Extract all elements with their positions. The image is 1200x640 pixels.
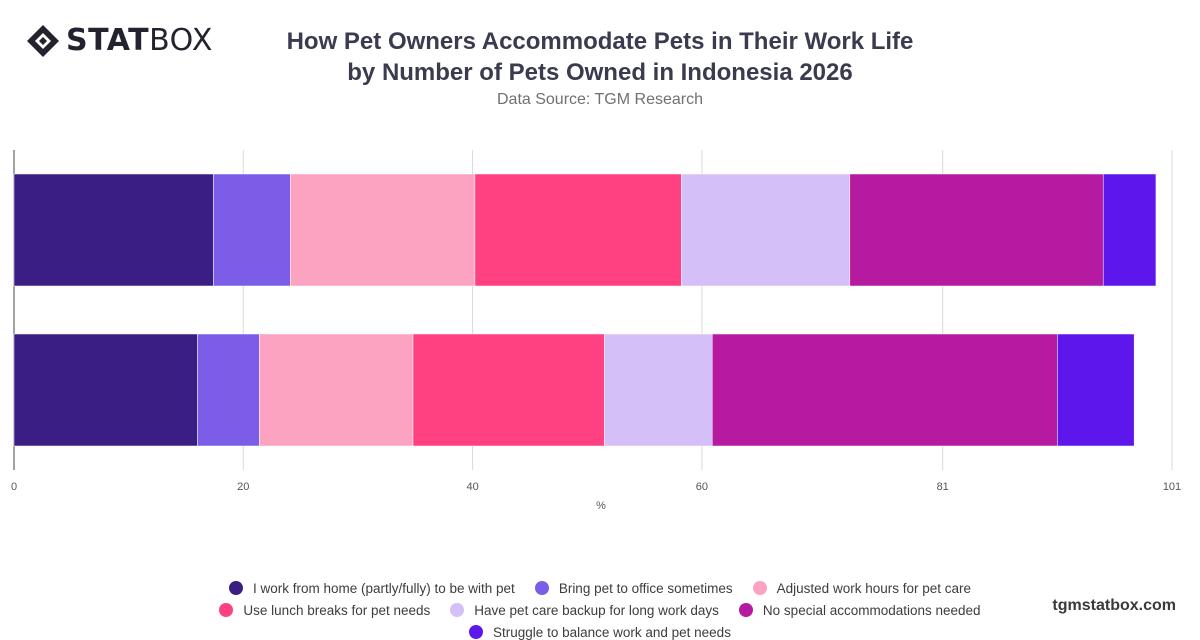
bar-segment xyxy=(474,173,682,287)
bar-segment xyxy=(13,333,198,447)
x-tick-label: 101 xyxy=(1163,481,1181,493)
legend-item[interactable]: Struggle to balance work and pet needs xyxy=(469,624,731,640)
legend-item[interactable]: Bring pet to office sometimes xyxy=(534,580,733,596)
bar-segment xyxy=(849,173,1104,287)
legend-label: Struggle to balance work and pet needs xyxy=(493,624,731,640)
watermark: tgmstatbox.com xyxy=(1052,597,1176,614)
legend-label: I work from home (partly/fully) to be wi… xyxy=(252,580,515,596)
bar-segment xyxy=(604,333,713,447)
bar-segment xyxy=(259,333,414,447)
x-tick-label: 20 xyxy=(237,481,249,493)
bar-segment xyxy=(213,173,291,287)
x-tick-label: 60 xyxy=(696,481,708,493)
legend-item[interactable]: I work from home (partly/fully) to be wi… xyxy=(228,580,515,596)
chart-subtitle: Data Source: TGM Research xyxy=(496,91,703,108)
legend-swatch-icon xyxy=(228,581,243,595)
bar-segment xyxy=(13,173,214,287)
legend-item[interactable]: Use lunch breaks for pet needs xyxy=(219,602,430,618)
x-tick-label: 81 xyxy=(937,481,949,493)
legend-label: No special accommodations needed xyxy=(762,602,981,618)
legend-label: Adjusted work hours for pet care xyxy=(776,580,972,596)
statbox-logo: STATBOX xyxy=(26,24,213,58)
diamond-logo-icon xyxy=(27,25,59,57)
legend-swatch-icon xyxy=(469,625,484,639)
legend-label: Use lunch breaks for pet needs xyxy=(243,602,431,618)
chart-legend: I work from home (partly/fully) to be wi… xyxy=(120,580,1080,640)
legend-item[interactable]: Adjusted work hours for pet care xyxy=(752,580,972,596)
chart-title: How Pet Owners Accommodate Pets in Their… xyxy=(200,26,1000,88)
legend-item[interactable]: Have pet care backup for long work days xyxy=(450,602,719,618)
chart-title-line-2: by Number of Pets Owned in Indonesia 202… xyxy=(347,59,853,86)
x-axis-label: % xyxy=(596,500,606,512)
legend-label: Have pet care backup for long work days xyxy=(474,602,719,618)
bar-segment xyxy=(1102,173,1157,287)
stacked-bar-chart: 0 20 40 60 81 101% xyxy=(11,150,1181,512)
logo-text: STATBOX xyxy=(66,23,213,58)
bar-segment xyxy=(681,173,851,287)
legend-swatch-icon xyxy=(534,581,549,595)
x-tick-label: 40 xyxy=(466,481,478,493)
legend-swatch-icon xyxy=(450,603,465,617)
legend-swatch-icon xyxy=(752,581,767,595)
legend-item[interactable]: No special accommodations needed xyxy=(738,602,981,618)
chart-title-line-1: How Pet Owners Accommodate Pets in Their… xyxy=(286,28,914,55)
bar-segment xyxy=(412,333,605,447)
legend-label: Bring pet to office sometimes xyxy=(558,580,733,596)
bar-segment xyxy=(1057,333,1135,447)
x-tick-label: 0 xyxy=(11,481,17,493)
legend-swatch-icon xyxy=(738,603,753,617)
bar-segment xyxy=(197,333,260,447)
bar-segment xyxy=(290,173,476,287)
bar-segment xyxy=(711,333,1058,447)
legend-swatch-icon xyxy=(219,603,234,617)
